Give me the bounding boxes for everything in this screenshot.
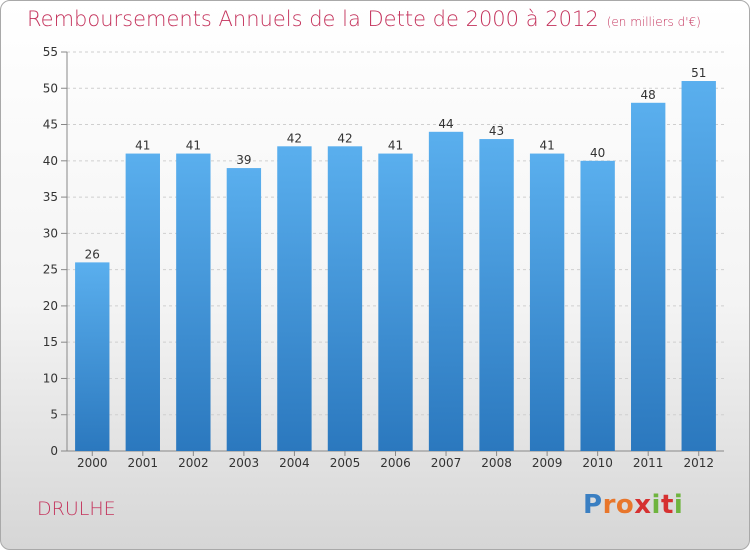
bar-2008 xyxy=(479,139,514,451)
commune-name: DRULHE xyxy=(37,498,116,520)
x-tick-label-2002: 2002 xyxy=(178,456,209,470)
y-tick-label-11: 55 xyxy=(43,45,58,59)
bar-2011 xyxy=(631,102,666,452)
chart-title: Remboursements Annuels de la Dette de 20… xyxy=(27,7,701,31)
y-tick-label-4: 20 xyxy=(43,299,58,313)
value-label-2012: 51 xyxy=(691,66,706,80)
value-label-2000: 26 xyxy=(85,247,100,261)
logo-letter: i xyxy=(651,490,661,520)
y-tick-label-1: 5 xyxy=(50,408,58,422)
y-tick-label-7: 35 xyxy=(43,190,58,204)
value-label-2010: 40 xyxy=(590,146,605,160)
y-tick-label-3: 15 xyxy=(43,335,58,349)
bar-2010 xyxy=(580,160,615,451)
x-tick-label-2005: 2005 xyxy=(330,456,361,470)
title-text: Remboursements Annuels de la Dette de 20… xyxy=(27,7,599,31)
y-tick-label-0: 0 xyxy=(50,444,58,458)
value-label-2004: 42 xyxy=(287,131,302,145)
bar-2007 xyxy=(428,131,464,452)
value-label-2005: 42 xyxy=(337,131,352,145)
x-tick-label-2009: 2009 xyxy=(532,456,563,470)
bar-2002 xyxy=(176,153,211,451)
bar-2006 xyxy=(378,153,413,451)
value-label-2007: 44 xyxy=(438,117,453,131)
bar-2003 xyxy=(226,168,262,451)
x-axis: 2000 2001 2002 2003 2004 2005 2006 2007 2008 2009… xyxy=(77,451,714,470)
x-tick-label-2001: 2001 xyxy=(128,456,159,470)
x-tick-label-2006: 2006 xyxy=(380,456,411,470)
bars: 26 41 41 39 42 42 41 44 43 41 40 48 51 xyxy=(75,66,716,452)
x-tick-label-2010: 2010 xyxy=(582,456,613,470)
value-label-2008: 43 xyxy=(489,124,504,138)
value-label-2006: 41 xyxy=(388,139,403,153)
bar-2004 xyxy=(277,146,312,452)
y-tick-label-2: 10 xyxy=(43,371,58,385)
x-tick-label-2012: 2012 xyxy=(683,456,714,470)
bar-2000 xyxy=(75,262,110,451)
logo-letter: x xyxy=(634,490,652,520)
logo-letter: P xyxy=(583,490,603,520)
y-tick-label-10: 50 xyxy=(43,81,58,95)
bar-2009 xyxy=(529,153,565,451)
logo-letter: t xyxy=(660,490,674,520)
x-tick-label-2008: 2008 xyxy=(481,456,512,470)
unit-label: (en milliers d'€) xyxy=(606,15,701,29)
value-label-2009: 41 xyxy=(539,139,554,153)
value-label-2011: 48 xyxy=(641,88,656,102)
logo-letter: r xyxy=(602,490,616,520)
bar-2012 xyxy=(681,81,716,451)
x-tick-label-2004: 2004 xyxy=(279,456,310,470)
y-tick-label-5: 25 xyxy=(43,263,58,277)
value-label-2003: 39 xyxy=(236,153,251,167)
value-label-2002: 41 xyxy=(186,139,201,153)
logo-letter: o xyxy=(615,490,635,520)
logo-letter: i xyxy=(673,490,684,520)
y-tick-label-8: 40 xyxy=(43,154,58,168)
value-label-2001: 41 xyxy=(135,139,150,153)
y-tick-label-9: 45 xyxy=(43,118,58,132)
x-tick-label-2003: 2003 xyxy=(229,456,260,470)
y-tick-label-6: 30 xyxy=(43,226,58,240)
bar-2005 xyxy=(327,146,363,452)
bar-2001 xyxy=(125,153,160,451)
proxiti-logo: Proxiti xyxy=(583,490,683,520)
x-tick-label-2007: 2007 xyxy=(431,456,462,470)
x-tick-label-2000: 2000 xyxy=(77,456,108,470)
x-tick-label-2011: 2011 xyxy=(633,456,664,470)
